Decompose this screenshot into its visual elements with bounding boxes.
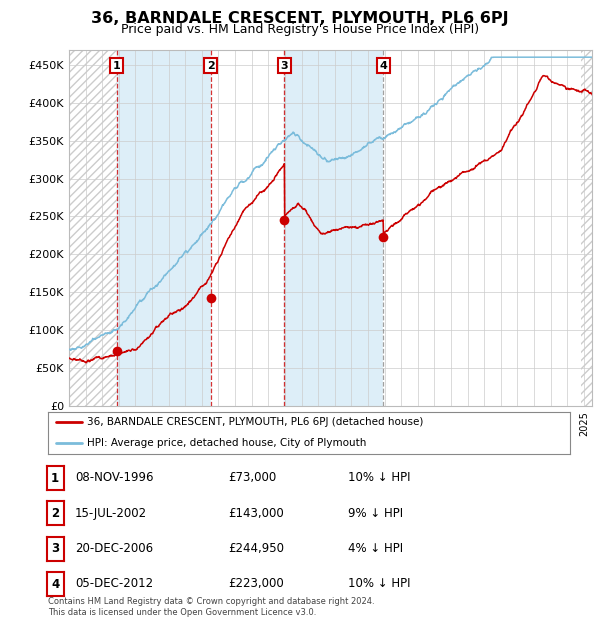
Text: 4: 4 xyxy=(379,61,387,71)
Bar xyxy=(69,50,116,406)
Text: 20-DEC-2006: 20-DEC-2006 xyxy=(75,542,153,555)
Text: 05-DEC-2012: 05-DEC-2012 xyxy=(75,577,153,590)
Text: 36, BARNDALE CRESCENT, PLYMOUTH, PL6 6PJ: 36, BARNDALE CRESCENT, PLYMOUTH, PL6 6PJ xyxy=(91,11,509,25)
Bar xyxy=(69,50,116,406)
Text: £143,000: £143,000 xyxy=(228,507,284,520)
Text: 10% ↓ HPI: 10% ↓ HPI xyxy=(348,471,410,484)
Text: 9% ↓ HPI: 9% ↓ HPI xyxy=(348,507,403,520)
Bar xyxy=(581,50,592,406)
Bar xyxy=(211,50,284,406)
Text: 1: 1 xyxy=(51,472,59,485)
Text: 10% ↓ HPI: 10% ↓ HPI xyxy=(348,577,410,590)
Text: 1: 1 xyxy=(113,61,121,71)
Text: Contains HM Land Registry data © Crown copyright and database right 2024.
This d: Contains HM Land Registry data © Crown c… xyxy=(48,598,374,617)
Text: 3: 3 xyxy=(51,542,59,556)
Bar xyxy=(581,50,592,406)
Bar xyxy=(284,50,383,406)
Text: 08-NOV-1996: 08-NOV-1996 xyxy=(75,471,154,484)
Text: 4% ↓ HPI: 4% ↓ HPI xyxy=(348,542,403,555)
Text: HPI: Average price, detached house, City of Plymouth: HPI: Average price, detached house, City… xyxy=(87,438,367,448)
Bar xyxy=(383,50,581,406)
Text: 15-JUL-2002: 15-JUL-2002 xyxy=(75,507,147,520)
Text: 4: 4 xyxy=(51,578,59,591)
Text: Price paid vs. HM Land Registry's House Price Index (HPI): Price paid vs. HM Land Registry's House … xyxy=(121,23,479,36)
Text: 2: 2 xyxy=(51,507,59,520)
Text: £73,000: £73,000 xyxy=(228,471,276,484)
Text: 36, BARNDALE CRESCENT, PLYMOUTH, PL6 6PJ (detached house): 36, BARNDALE CRESCENT, PLYMOUTH, PL6 6PJ… xyxy=(87,417,424,427)
Text: £244,950: £244,950 xyxy=(228,542,284,555)
Text: 3: 3 xyxy=(281,61,288,71)
Text: 2: 2 xyxy=(207,61,215,71)
Bar xyxy=(116,50,211,406)
Text: £223,000: £223,000 xyxy=(228,577,284,590)
